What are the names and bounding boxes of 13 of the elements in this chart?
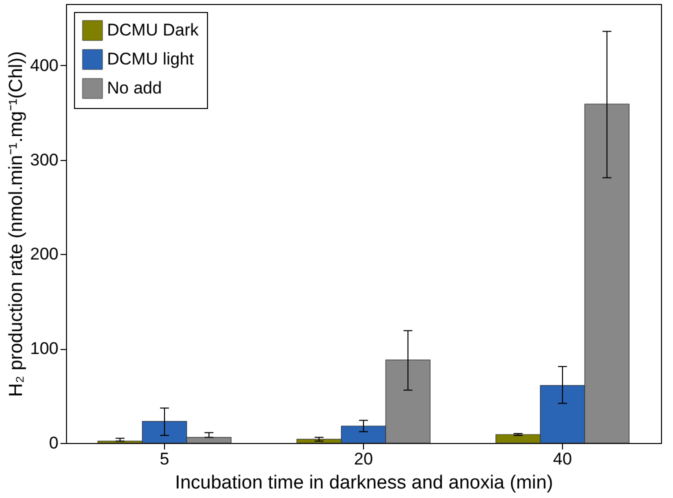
x-tick-label: 40: [553, 450, 572, 468]
legend-label: DCMU Dark: [107, 20, 200, 40]
y-tick-label: 100: [30, 339, 58, 358]
x-axis-title: Incubation time in darkness and anoxia (min): [174, 472, 554, 494]
y-tick-label: 400: [30, 56, 58, 75]
legend-label: No add: [107, 78, 162, 98]
y-axis-title: H₂ production rate (nmol.min⁻¹.mg⁻¹(Chl)): [6, 51, 28, 397]
y-tick-label: 0: [49, 434, 58, 452]
y-tick-label: 200: [30, 244, 58, 264]
y-tick-label: 300: [30, 150, 58, 170]
legend-label: DCMU light: [107, 50, 194, 68]
x-tick-label: 5: [160, 450, 170, 468]
x-tick-label: 20: [354, 450, 373, 468]
